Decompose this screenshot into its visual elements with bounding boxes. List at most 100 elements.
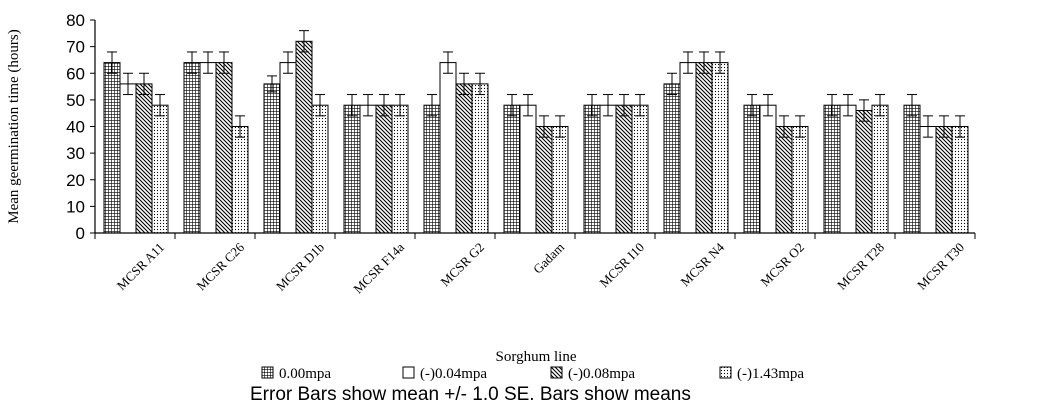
bar [791,126,809,234]
error-bar [219,51,229,74]
y-axis-title: Mean geermination time (hours) [6,29,22,224]
error-bar [667,72,677,96]
bar [503,104,521,234]
bar [391,104,409,234]
bar [759,104,777,234]
bar [919,126,937,234]
error-bar [443,51,453,74]
error-bar [187,51,197,74]
error-bar [507,94,517,117]
error-bar [955,115,965,138]
x-tick-label: MCSR C26 [193,239,247,293]
x-tick-label: Gadam [530,240,567,277]
bar [295,40,313,234]
error-bar [923,115,933,138]
bar [551,126,569,234]
error-bar [523,94,533,117]
legend-item: 0.00mpa [261,366,331,382]
bar [679,62,697,234]
legend-item: (-)0.08mpa [550,366,635,382]
error-bar [539,115,549,138]
error-bar [267,75,277,93]
bar [903,104,921,234]
bar [471,83,489,234]
bar [823,104,841,234]
bar [375,104,393,234]
x-tick-label: MCSR I10 [596,240,647,291]
bar [871,104,889,234]
bar [855,110,873,234]
bar [535,126,553,234]
bar [215,62,233,234]
bar [519,104,537,234]
bar [423,104,441,234]
legend-swatch [550,366,563,379]
bar [935,126,953,234]
bar [263,83,281,234]
bar [199,62,217,234]
error-bar [747,94,757,117]
bar [775,126,793,234]
error-bar [235,115,245,138]
error-bar [139,72,149,96]
x-tick-label: MCSR N4 [677,239,727,289]
x-tick-label: MCSR G2 [437,240,487,290]
bar [359,104,377,234]
bar [151,104,169,234]
error-bar [347,94,357,117]
legend-label: 0.00mpa [279,366,331,382]
x-axis-title: Sorghum line [496,349,577,365]
error-bar [203,51,213,74]
bar [135,83,153,234]
bar [231,126,249,234]
bar [663,83,681,234]
error-bar [587,94,597,117]
bar [631,104,649,234]
bar [743,104,761,234]
legend-label: (-)0.08mpa [568,366,635,382]
error-bar [795,115,805,138]
error-bar [619,94,629,117]
bar [439,62,457,234]
error-bar [427,94,437,117]
x-tick-label: MCSR T30 [914,240,967,293]
error-bar [555,115,565,138]
bars-layer [103,30,969,234]
error-bar [107,51,117,74]
error-bar [603,94,613,117]
y-axis-ticks: 0 10 20 30 40 50 60 70 80 [66,11,95,243]
y-tick-label: 30 [66,144,85,163]
error-bar [779,115,789,138]
bar [343,104,361,234]
x-tick-label: MCSR F14a [350,239,407,296]
error-bar [379,94,389,117]
error-bar [299,30,309,53]
error-bar [843,94,853,117]
x-tick-label: MCSR D1b [273,240,327,294]
y-tick-label: 20 [66,171,85,190]
error-bar [699,51,709,74]
error-bar [859,99,869,122]
error-bar [827,94,837,117]
legend-label: (-)1.43mpa [737,366,804,382]
y-tick-label: 0 [76,224,85,243]
y-tick-label: 50 [66,91,85,110]
bar [951,126,969,234]
legend-swatch [261,366,274,379]
error-bar [475,72,485,96]
error-bar [459,72,469,96]
error-bar [907,94,917,117]
legend-item: (-)0.04mpa [402,366,487,382]
y-tick-label: 10 [66,197,85,216]
bar [455,83,473,234]
error-bar [875,94,885,117]
bar [311,104,329,234]
category-labels: MCSR A11 MCSR C26 MCSR D1b MCSR F14a MCSR G2… [94,233,976,296]
y-tick-label: 70 [66,38,85,57]
x-tick-label: MCSR A11 [114,240,167,293]
x-tick-label: MCSR T28 [834,240,887,293]
error-bar [939,115,949,138]
legend-label: (-)0.04mpa [420,366,487,382]
bar [839,104,857,234]
